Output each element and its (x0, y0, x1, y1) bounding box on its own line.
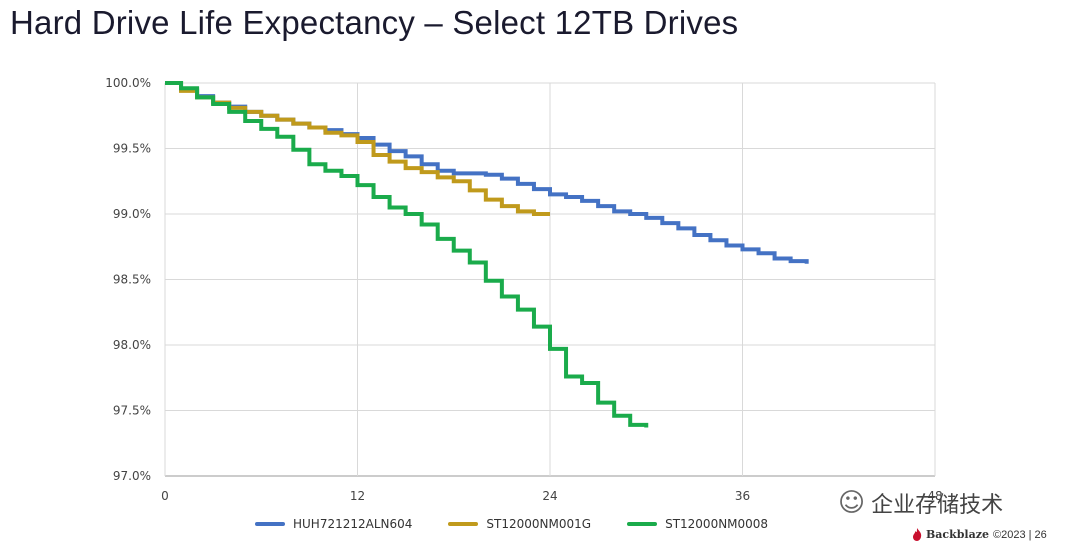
y-tick-label: 99.5% (113, 142, 151, 156)
watermark: ☺ 企业存储技术 (838, 487, 1003, 519)
chart-series (165, 81, 809, 428)
legend-item: ST12000NM001G (448, 517, 591, 531)
footer-brand: Backblaze (926, 528, 989, 541)
legend-swatch (627, 522, 658, 526)
backblaze-flame-icon (913, 528, 922, 541)
y-tick-label: 98.0% (113, 338, 151, 352)
legend-label: ST12000NM001G (486, 517, 592, 531)
legend-item: ST12000NM0008 (627, 517, 768, 531)
footer-copyright: ©2023 | 26 (993, 528, 1047, 541)
y-axis-ticks: 97.0% 97.5% 98.0% 98.5% 99.0% 99.5% 100.0% (105, 76, 151, 483)
chart-legend: HUH721212ALN604 ST12000NM001G ST12000NM000… (255, 517, 768, 531)
series-line-st12000nm0008 (165, 81, 649, 428)
y-tick-label: 100.0% (105, 76, 151, 90)
wechat-icon: ☺ (838, 488, 866, 518)
x-tick-label: 0 (161, 489, 169, 503)
x-tick-label: 36 (735, 489, 750, 503)
x-axis-ticks: 0 12 24 36 48 (161, 489, 942, 503)
y-tick-label: 97.5% (113, 404, 151, 418)
legend-label: HUH721212ALN604 (293, 517, 413, 531)
y-tick-label: 98.5% (113, 273, 151, 287)
legend-swatch (255, 522, 285, 526)
watermark-text: 企业存储技术 (871, 493, 1004, 518)
chart-grid (164, 82, 936, 477)
legend-label: ST12000NM0008 (665, 517, 769, 531)
x-tick-label: 12 (350, 489, 365, 503)
y-tick-label: 97.0% (113, 469, 151, 483)
footer: Backblaze ©2023 | 26 (912, 528, 1047, 541)
x-tick-label: 48 (927, 489, 942, 503)
legend-item: HUH721212ALN604 (255, 517, 412, 531)
x-tick-label: 24 (542, 489, 557, 503)
y-tick-label: 99.0% (113, 207, 151, 221)
legend-swatch (448, 522, 479, 526)
page-title: Hard Drive Life Expectancy – Select 12TB… (10, 4, 739, 41)
